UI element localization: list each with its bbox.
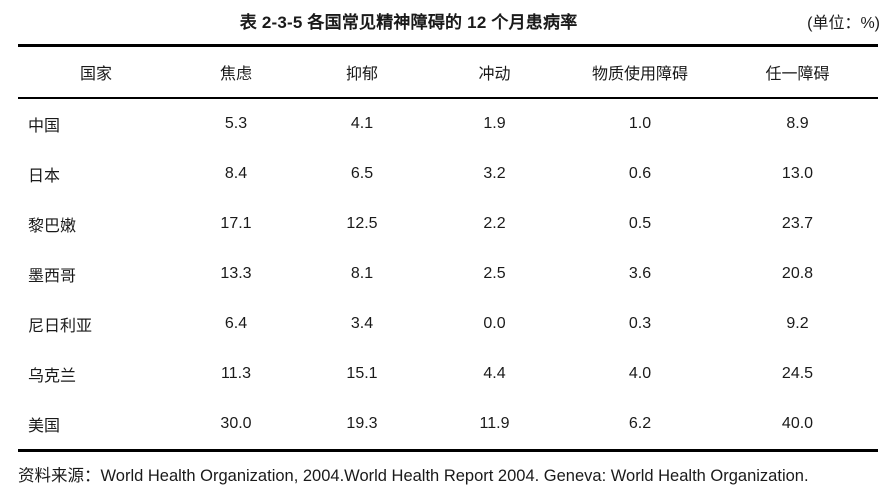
table-row: 黎巴嫩 17.1 12.5 2.2 0.5 23.7 (18, 199, 878, 249)
table-row: 美国 30.0 19.3 11.9 6.2 40.0 (18, 399, 878, 451)
value-cell: 11.9 (479, 415, 510, 432)
header-row: 国家 焦虑 抑郁 冲动 物质使用障碍 任一障碍 (18, 45, 878, 99)
country-cell: 日本 (28, 168, 61, 185)
value-cell: 19.3 (346, 415, 378, 432)
column-header-anxiety: 焦虑 (174, 45, 298, 99)
unit-label: (单位：%) (807, 15, 880, 32)
column-header-substance: 物质使用障碍 (563, 45, 717, 99)
table-header-bar: 表 2-3-5 各国常见精神障碍的 12 个月患病率 (单位：%) (0, 8, 896, 40)
value-cell: 13.3 (220, 265, 252, 282)
value-cell: 3.6 (628, 265, 652, 282)
value-cell: 11.3 (221, 365, 251, 382)
country-cell: 中国 (28, 118, 61, 135)
value-cell: 6.4 (224, 315, 248, 332)
value-cell: 1.9 (483, 115, 506, 132)
value-cell: 30.0 (220, 415, 252, 432)
value-cell: 20.8 (781, 265, 814, 282)
table-row: 墨西哥 13.3 8.1 2.5 3.6 20.8 (18, 249, 878, 299)
value-cell: 0.5 (628, 215, 652, 232)
value-cell: 1.0 (628, 115, 652, 132)
value-cell: 8.1 (350, 265, 374, 282)
table-row: 日本 8.4 6.5 3.2 0.6 13.0 (18, 149, 878, 199)
table-row: 中国 5.3 4.1 1.9 1.0 8.9 (18, 98, 878, 149)
country-cell: 乌克兰 (28, 368, 77, 385)
table-head: 国家 焦虑 抑郁 冲动 物质使用障碍 任一障碍 (18, 45, 878, 99)
country-cell: 墨西哥 (28, 268, 77, 285)
column-header-any: 任一障碍 (717, 45, 878, 99)
column-header-impulse: 冲动 (426, 45, 563, 99)
value-cell: 6.5 (350, 165, 374, 182)
column-header-depression: 抑郁 (298, 45, 426, 99)
country-cell: 美国 (28, 418, 61, 435)
value-cell: 24.5 (781, 365, 814, 382)
value-cell: 8.4 (224, 165, 248, 182)
value-cell: 17.1 (220, 215, 252, 232)
table-row: 尼日利亚 6.4 3.4 0.0 0.3 9.2 (18, 299, 878, 349)
value-cell: 4.4 (483, 365, 506, 382)
table-row: 乌克兰 11.3 15.1 4.4 4.0 24.5 (18, 349, 878, 399)
value-cell: 6.2 (628, 415, 652, 432)
source-note: 资料来源：World Health Organization, 2004.Wor… (18, 467, 809, 485)
value-cell: 3.4 (350, 315, 374, 332)
value-cell: 9.2 (786, 315, 809, 332)
value-cell: 0.3 (628, 315, 652, 332)
table-body: 中国 5.3 4.1 1.9 1.0 8.9 日本 8.4 6.5 3.2 0.… (18, 98, 878, 451)
value-cell: 13.0 (781, 165, 814, 182)
value-cell: 4.1 (350, 115, 374, 132)
value-cell: 40.0 (781, 415, 814, 432)
country-cell: 黎巴嫩 (28, 218, 77, 235)
value-cell: 5.3 (224, 115, 248, 132)
prevalence-table: 国家 焦虑 抑郁 冲动 物质使用障碍 任一障碍 中国 5.3 4.1 1.9 1… (18, 44, 878, 452)
value-cell: 0.6 (628, 165, 652, 182)
value-cell: 12.5 (346, 215, 378, 232)
value-cell: 8.9 (786, 115, 809, 132)
table-title: 表 2-3-5 各国常见精神障碍的 12 个月患病率 (239, 13, 578, 32)
value-cell: 15.1 (346, 365, 378, 382)
value-cell: 4.0 (628, 365, 652, 382)
value-cell: 0.0 (483, 315, 506, 332)
value-cell: 23.7 (781, 215, 814, 232)
country-cell: 尼日利亚 (28, 318, 93, 335)
value-cell: 2.2 (483, 215, 506, 232)
value-cell: 2.5 (483, 265, 506, 282)
column-header-country: 国家 (18, 45, 174, 99)
value-cell: 3.2 (483, 165, 506, 182)
